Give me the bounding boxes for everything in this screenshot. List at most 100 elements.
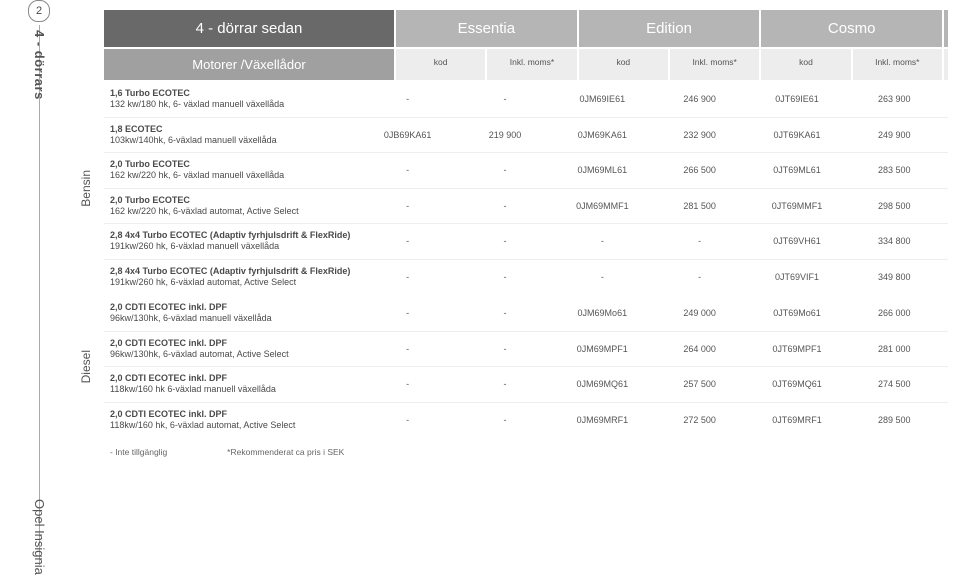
subheader-row: Motorer /Växellådor kod Inkl. moms* kod … — [104, 49, 948, 80]
col-header: kod — [394, 49, 485, 80]
engine-title: 2,8 4x4 Turbo ECOTEC (Adaptiv fyrhjulsdr… — [110, 230, 354, 241]
engine-row: 2,0 CDTI ECOTEC inkl. DPF96kw/130hk, 6-v… — [104, 332, 948, 368]
code-cell: 0JM69MRF1 — [553, 403, 650, 438]
code-cell: 0JM69MPF1 — [553, 332, 650, 367]
footnote: - Inte tillgänglig *Rekommenderat ca pri… — [68, 447, 948, 457]
left-rail-label: 4 - dörrars — [32, 30, 47, 100]
price-cell: - — [455, 82, 552, 117]
code-cell: - — [553, 224, 650, 259]
code-cell: 0JT69MPF1 — [747, 332, 844, 367]
engine-label: 1,8 ECOTEC103kw/140hk, 6-växlad manuell … — [104, 118, 358, 153]
engine-title: 2,8 4x4 Turbo ECOTEC (Adaptiv fyrhjulsdr… — [110, 266, 354, 277]
price-cell: 219 900 — [455, 118, 552, 153]
price-cell: - — [650, 224, 747, 259]
code-cell: 0JT69VH61 — [747, 224, 844, 259]
price-cell: 246 900 — [650, 82, 747, 117]
price-cell: - — [455, 260, 552, 295]
engine-title: 2,0 CDTI ECOTEC inkl. DPF — [110, 338, 354, 349]
engine-sub: 118kw/160 hk, 6-växlad automat, Active S… — [110, 420, 354, 431]
row-tail — [942, 332, 948, 367]
engine-sub: 162 kw/220 hk, 6- växlad manuell växellå… — [110, 170, 354, 181]
engine-row: 2,0 CDTI ECOTEC inkl. DPF96kw/130hk, 6-v… — [104, 296, 948, 332]
price-cell: 232 900 — [650, 118, 747, 153]
row-tail — [942, 189, 948, 224]
engine-row: 2,0 CDTI ECOTEC inkl. DPF118kw/160 hk, 6… — [104, 403, 948, 438]
engine-label: 2,0 CDTI ECOTEC inkl. DPF96kw/130hk, 6-v… — [104, 296, 358, 331]
col-header: Inkl. moms* — [485, 49, 576, 80]
engine-sub: 191kw/260 hk, 6-växlad manuell växellåda — [110, 241, 354, 252]
rail-divider — [39, 25, 40, 565]
row-tail — [942, 296, 948, 331]
engine-label: 2,8 4x4 Turbo ECOTEC (Adaptiv fyrhjulsdr… — [104, 260, 358, 295]
price-cell: 281 000 — [845, 332, 942, 367]
fuel-group: Bensin 1,6 Turbo ECOTEC132 kw/180 hk, 6- … — [68, 82, 948, 294]
engine-title: 2,0 CDTI ECOTEC inkl. DPF — [110, 302, 354, 313]
engine-title: 2,0 CDTI ECOTEC inkl. DPF — [110, 409, 354, 420]
engine-label: 2,0 CDTI ECOTEC inkl. DPF118kw/160 hk, 6… — [104, 403, 358, 438]
code-cell: 0JT69MRF1 — [747, 403, 844, 438]
code-cell: - — [358, 189, 455, 224]
fuel-group-rows: 1,6 Turbo ECOTEC132 kw/180 hk, 6- växlad… — [104, 82, 948, 294]
price-cell: 349 800 — [845, 260, 942, 295]
code-cell: 0JM69KA61 — [553, 118, 650, 153]
engine-sub: 132 kw/180 hk, 6- växlad manuell växellå… — [110, 99, 354, 110]
code-cell: - — [553, 260, 650, 295]
engine-title: 2,0 Turbo ECOTEC — [110, 195, 354, 206]
row-tail — [942, 153, 948, 188]
fuel-group-label: Bensin — [79, 170, 93, 207]
sub-tail — [942, 49, 948, 80]
price-cell: - — [650, 260, 747, 295]
price-table: 4 - dörrar sedan Essentia Edition Cosmo … — [68, 10, 948, 457]
code-cell: - — [358, 332, 455, 367]
price-cell: 266 500 — [650, 153, 747, 188]
engine-sub: 118kw/160 hk 6-växlad manuell växellåda — [110, 384, 354, 395]
code-cell: 0JT69KA61 — [747, 118, 844, 153]
price-cell: 264 000 — [650, 332, 747, 367]
code-cell: 0JT69MQ61 — [747, 367, 844, 402]
engine-sub: 96kw/130hk, 6-växlad automat, Active Sel… — [110, 349, 354, 360]
engine-row: 1,6 Turbo ECOTEC132 kw/180 hk, 6- växlad… — [104, 82, 948, 118]
engine-sub: 162 kw/220 hk, 6-växlad automat, Active … — [110, 206, 354, 217]
engine-sub: 96kw/130hk, 6-växlad manuell växellåda — [110, 313, 354, 324]
row-tail — [942, 118, 948, 153]
engine-label: 2,0 CDTI ECOTEC inkl. DPF118kw/160 hk 6-… — [104, 367, 358, 402]
fuel-group: Diesel2,0 CDTI ECOTEC inkl. DPF96kw/130h… — [68, 296, 948, 437]
price-cell: 298 500 — [845, 189, 942, 224]
price-cell: 249 000 — [650, 296, 747, 331]
price-cell: - — [455, 403, 552, 438]
row-tail — [942, 82, 948, 117]
price-cell: 281 500 — [650, 189, 747, 224]
fuel-group-stub: Diesel — [68, 296, 104, 437]
engine-sub: 103kw/140hk, 6-växlad manuell växellåda — [110, 135, 354, 146]
header-row: 4 - dörrar sedan Essentia Edition Cosmo — [104, 10, 948, 47]
engine-row: 2,0 Turbo ECOTEC162 kw/220 hk, 6-växlad … — [104, 189, 948, 225]
row-tail — [942, 367, 948, 402]
engine-row: 1,8 ECOTEC103kw/140hk, 6-växlad manuell … — [104, 118, 948, 154]
engine-title: 1,8 ECOTEC — [110, 124, 354, 135]
price-cell: 283 500 — [845, 153, 942, 188]
trim-header: Edition — [577, 10, 760, 47]
engine-row: 2,8 4x4 Turbo ECOTEC (Adaptiv fyrhjulsdr… — [104, 260, 948, 295]
price-cell: 249 900 — [845, 118, 942, 153]
row-tail — [942, 260, 948, 295]
price-cell: 334 800 — [845, 224, 942, 259]
code-cell: 0JT69ML61 — [747, 153, 844, 188]
col-header: Inkl. moms* — [668, 49, 759, 80]
code-cell: - — [358, 403, 455, 438]
trim-tail — [942, 10, 948, 47]
engine-title: 1,6 Turbo ECOTEC — [110, 88, 354, 99]
code-cell: 0JM69MQ61 — [553, 367, 650, 402]
code-cell: - — [358, 224, 455, 259]
code-cell: 0JT69Mo61 — [747, 296, 844, 331]
price-cell: 274 500 — [845, 367, 942, 402]
price-cell: 263 900 — [845, 82, 942, 117]
code-cell: 0JM69Mo61 — [553, 296, 650, 331]
engine-label: 1,6 Turbo ECOTEC132 kw/180 hk, 6- växlad… — [104, 82, 358, 117]
price-cell: - — [455, 367, 552, 402]
engine-label: 2,0 CDTI ECOTEC inkl. DPF96kw/130hk, 6-v… — [104, 332, 358, 367]
row-tail — [942, 224, 948, 259]
col-header: Inkl. moms* — [851, 49, 942, 80]
header-group-label: 4 - dörrar sedan — [104, 10, 394, 47]
code-cell: - — [358, 296, 455, 331]
price-cell: - — [455, 153, 552, 188]
